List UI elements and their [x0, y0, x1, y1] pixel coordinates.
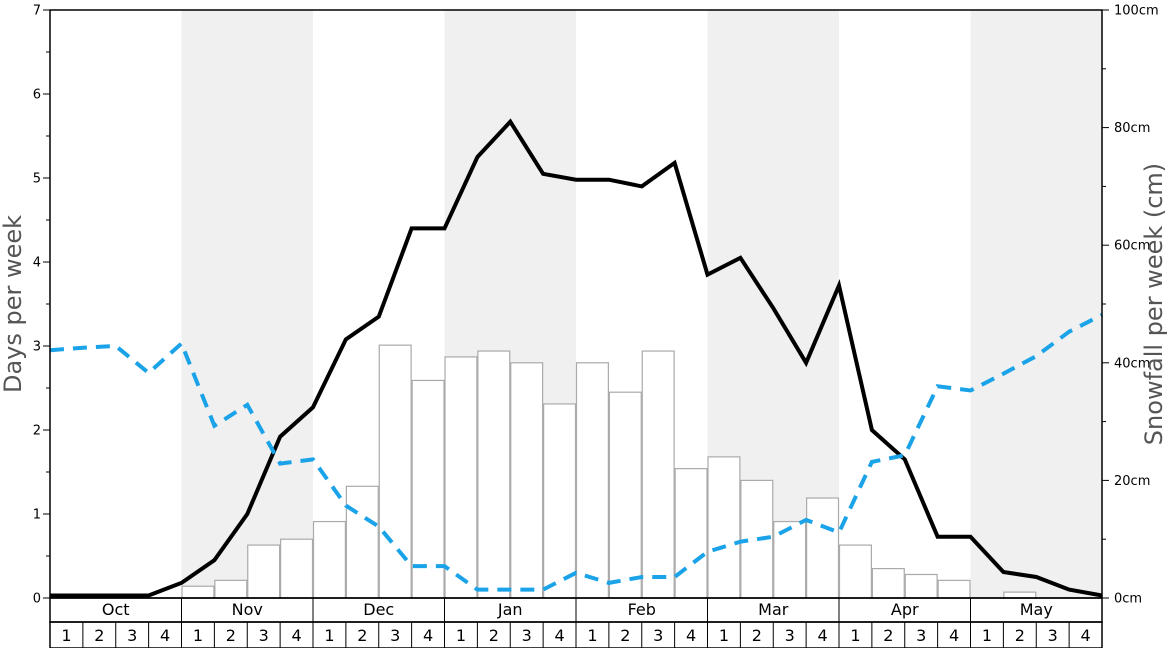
week-label: 2: [357, 626, 367, 645]
week-label: 3: [785, 626, 795, 645]
snowfall-bar: [543, 403, 577, 599]
left-tick-label: 7: [33, 4, 41, 19]
right-tick-label: 80cm: [1114, 121, 1150, 136]
left-tick-label: 4: [33, 256, 41, 271]
snowfall-bar: [181, 585, 215, 599]
week-label: 1: [456, 626, 466, 645]
snowfall-bar: [214, 579, 248, 599]
week-label: 2: [226, 626, 236, 645]
month-label-may: May: [1020, 600, 1053, 619]
left-axis: 0 1 2 3 4 5 6 7: [33, 4, 50, 607]
snowfall-bar: [247, 544, 281, 599]
right-tick-label: 20cm: [1114, 474, 1150, 489]
snowfall-bar: [773, 520, 807, 599]
right-tick-label: 60cm: [1114, 239, 1150, 254]
snowfall-bar: [378, 344, 412, 599]
week-label: 4: [686, 626, 696, 645]
right-axis-title: Snowfall per week (cm): [1140, 163, 1168, 445]
snowfall-bar: [871, 567, 905, 599]
right-tick-label: 100cm: [1114, 4, 1159, 19]
dashed-line: [49, 313, 1103, 592]
snowfall-bar: [904, 573, 938, 599]
week-label: 4: [160, 626, 170, 645]
week-label: 2: [94, 626, 104, 645]
snowfall-bar: [444, 356, 478, 599]
snowfall-bar: [1003, 591, 1037, 599]
week-strip: 1 2 3 4 1 2 3 4 1 2 3 4 1 2 3 4 1 2 3 4 1 2 3 4 1 2 3 4 1 2 3 4: [49, 621, 1103, 648]
right-tick-label: 0cm: [1114, 592, 1142, 607]
week-label: 1: [324, 626, 334, 645]
snowfall-bar: [707, 456, 741, 599]
week-label: 1: [587, 626, 597, 645]
week-label: 3: [127, 626, 137, 645]
snowfall-bar: [674, 468, 708, 599]
month-label-feb: Feb: [628, 600, 656, 619]
right-axis: 0cm 20cm 40cm 60cm 80cm 100cm: [1102, 4, 1159, 607]
week-label: 1: [719, 626, 729, 645]
week-label: 3: [653, 626, 663, 645]
snowfall-bar: [280, 538, 314, 599]
week-label: 2: [752, 626, 762, 645]
shade-may: [970, 10, 1102, 598]
left-tick-label: 1: [33, 508, 41, 523]
week-label: 4: [291, 626, 301, 645]
snowfall-bars: [181, 344, 1037, 599]
week-label: 4: [423, 626, 433, 645]
solid-line: [50, 118, 1103, 598]
week-label: 3: [522, 626, 532, 645]
month-strip: Oct Nov Dec Jan Feb Mar Apr May: [49, 597, 1103, 623]
snowfall-bar: [477, 350, 511, 599]
month-label-dec: Dec: [363, 600, 394, 619]
snowfall-bar: [806, 497, 840, 599]
snowfall-bar: [411, 379, 445, 599]
week-label: 1: [850, 626, 860, 645]
snowfall-bar: [312, 520, 346, 599]
right-tick-label: 40cm: [1114, 356, 1150, 371]
month-label-mar: Mar: [758, 600, 789, 619]
week-label: 3: [1048, 626, 1058, 645]
week-label: 1: [61, 626, 71, 645]
week-label: 2: [489, 626, 499, 645]
week-label: 2: [883, 626, 893, 645]
month-label-oct: Oct: [102, 600, 130, 619]
week-label: 4: [949, 626, 959, 645]
month-shading: [181, 10, 1102, 598]
snowfall-bar: [345, 485, 379, 599]
snowfall-bar: [575, 362, 609, 599]
days-lines: [49, 118, 1103, 598]
week-label: 4: [554, 626, 564, 645]
week-label: 2: [1015, 626, 1025, 645]
snowfall-bar: [838, 544, 872, 599]
week-label: 1: [193, 626, 203, 645]
week-label: 3: [916, 626, 926, 645]
left-axis-title: Days per week: [0, 215, 27, 393]
month-label-apr: Apr: [891, 600, 919, 619]
week-label: 3: [259, 626, 269, 645]
snowfall-bar: [937, 579, 971, 599]
week-label: 3: [390, 626, 400, 645]
week-label: 4: [1080, 626, 1090, 645]
snowfall-bar: [608, 391, 642, 599]
snowfall-bar: [641, 350, 675, 599]
left-tick-label: 5: [33, 172, 41, 187]
week-label: 4: [817, 626, 827, 645]
left-tick-label: 3: [33, 340, 41, 355]
shade-nov: [181, 10, 313, 598]
month-label-jan: Jan: [497, 600, 523, 619]
left-tick-label: 0: [33, 592, 41, 607]
week-label: 2: [620, 626, 630, 645]
month-label-nov: Nov: [232, 600, 263, 619]
week-label: 1: [982, 626, 992, 645]
left-tick-label: 2: [33, 424, 41, 439]
snowfall-bar: [510, 362, 544, 599]
left-tick-label: 6: [33, 88, 41, 103]
